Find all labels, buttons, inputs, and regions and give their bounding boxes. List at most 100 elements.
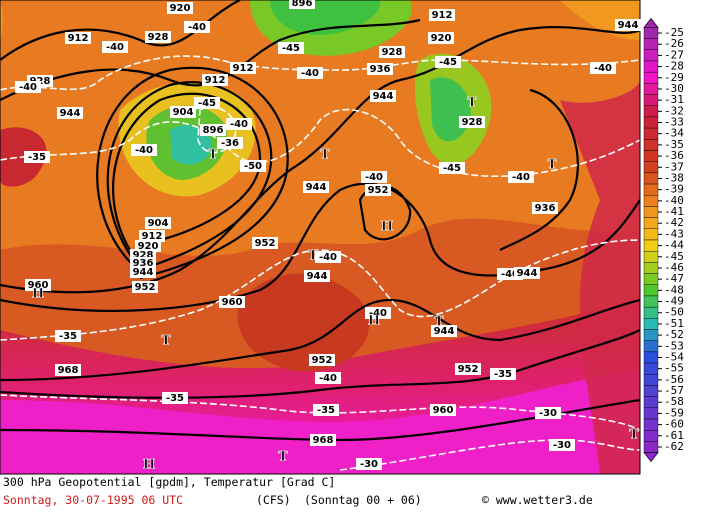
- height-label: 920: [138, 241, 159, 252]
- contour-label-bg: [615, 19, 641, 31]
- height-label: 944: [306, 182, 327, 193]
- legend-label: -43: [664, 227, 684, 240]
- legend-label: -60: [664, 418, 684, 431]
- legend-swatch: [643, 418, 659, 431]
- legend-swatch: [643, 161, 659, 174]
- legend-swatch: [643, 105, 659, 118]
- contour-label-bg: [167, 2, 193, 14]
- pressure-center: T: [547, 158, 557, 173]
- contour-label-bg: [240, 160, 266, 172]
- contour-label-bg: [217, 137, 243, 149]
- legend-swatch: [643, 362, 659, 375]
- height-label: 952: [368, 185, 389, 196]
- legend-swatch: [643, 396, 659, 409]
- contour-label-bg: [310, 434, 336, 446]
- height-label: 928: [133, 250, 154, 261]
- contour-label-bg: [200, 124, 226, 136]
- legend-label: -32: [664, 104, 684, 117]
- temperature-label: -45: [439, 57, 457, 68]
- pressure-center: T: [320, 148, 330, 163]
- legend-label: -25: [664, 26, 684, 39]
- contour-label-bg: [439, 162, 465, 174]
- footer-run: (Sonntag 00 + 06): [304, 493, 422, 507]
- contour-label-bg: [194, 97, 220, 109]
- legend-swatch: [643, 329, 659, 341]
- contour-label-bg: [361, 171, 387, 183]
- height-label: 904: [148, 218, 169, 229]
- temperature-label: -40: [365, 172, 383, 183]
- legend-label: -44: [664, 239, 684, 252]
- legend-label: -27: [664, 48, 684, 61]
- temperature-label: -45: [443, 163, 461, 174]
- contour-label-bg: [429, 9, 455, 21]
- legend-label: -37: [664, 160, 684, 173]
- contour-label-bg: [315, 372, 341, 384]
- legend-label: -54: [664, 350, 684, 363]
- temperature-label: -40: [106, 42, 124, 53]
- legend-swatch: [643, 71, 659, 84]
- legend-arrow-bottom: [643, 452, 659, 463]
- legend-label: -41: [664, 205, 684, 218]
- legend-label: -51: [664, 317, 684, 330]
- legend-label: -40: [664, 194, 684, 207]
- legend-swatch: [643, 318, 659, 330]
- legend-swatch: [643, 139, 659, 151]
- pressure-center: T: [161, 334, 171, 349]
- contour-label-bg: [170, 106, 196, 118]
- legend-swatch: [643, 27, 659, 39]
- pressure-center: H: [368, 314, 380, 329]
- footer-credit: © www.wetter3.de: [482, 493, 593, 507]
- height-label: 968: [313, 435, 334, 446]
- temperature-label: -40: [230, 119, 248, 130]
- height-label: 968: [58, 365, 79, 376]
- temperature-label: -30: [539, 408, 557, 419]
- legend-label: -52: [664, 328, 684, 341]
- legend-swatch: [643, 127, 659, 140]
- legend-label: -42: [664, 216, 684, 229]
- legend-swatch: [643, 38, 659, 50]
- height-label: 912: [205, 75, 226, 86]
- contour-label-bg: [367, 63, 393, 75]
- contour-label-bg: [139, 230, 165, 242]
- contour-label-bg: [535, 407, 561, 419]
- contour-label-bg: [370, 90, 396, 102]
- legend-swatch: [643, 60, 659, 73]
- legend-swatch: [643, 217, 659, 230]
- height-label: 960: [28, 280, 49, 291]
- legend-label: -48: [664, 283, 684, 296]
- contour-label-bg: [102, 41, 128, 53]
- height-label: 952: [458, 364, 479, 375]
- legend-swatch: [643, 351, 659, 364]
- temperature-label: -30: [553, 440, 571, 451]
- pressure-center: T: [308, 249, 318, 264]
- legend-swatch: [643, 228, 659, 241]
- height-label: 944: [373, 91, 394, 102]
- temperature-label: -40: [135, 145, 153, 156]
- temperature-label: -40: [188, 22, 206, 33]
- height-label: 936: [133, 258, 154, 269]
- footer-model: (CFS): [256, 493, 291, 507]
- legend-label: -38: [664, 171, 684, 184]
- legend-label: -59: [664, 406, 684, 419]
- legend-label: -50: [664, 306, 684, 319]
- contour-label-bg: [365, 184, 391, 196]
- contour-label-bg: [303, 181, 329, 193]
- height-label: 952: [135, 282, 156, 293]
- footer-title: 300 hPa Geopotential [gpdm], Temperatur …: [3, 475, 335, 489]
- height-label: 960: [222, 297, 243, 308]
- legend-swatch: [643, 262, 659, 274]
- temperature-label: -35: [59, 331, 77, 342]
- legend-label: -35: [664, 138, 684, 151]
- height-label: 952: [312, 355, 333, 366]
- height-label: 944: [517, 268, 538, 279]
- pressure-center: T: [467, 96, 477, 111]
- legend-swatch: [643, 306, 659, 319]
- footer-date: Sonntag, 30-07-1995 06 UTC: [3, 493, 183, 507]
- contour-label-bg: [435, 56, 461, 68]
- contour-label-bg: [278, 42, 304, 54]
- height-label: 920: [431, 33, 452, 44]
- contour-label-bg: [365, 307, 391, 319]
- contour-label-bg: [532, 202, 558, 214]
- temperature-label: -35: [494, 369, 512, 380]
